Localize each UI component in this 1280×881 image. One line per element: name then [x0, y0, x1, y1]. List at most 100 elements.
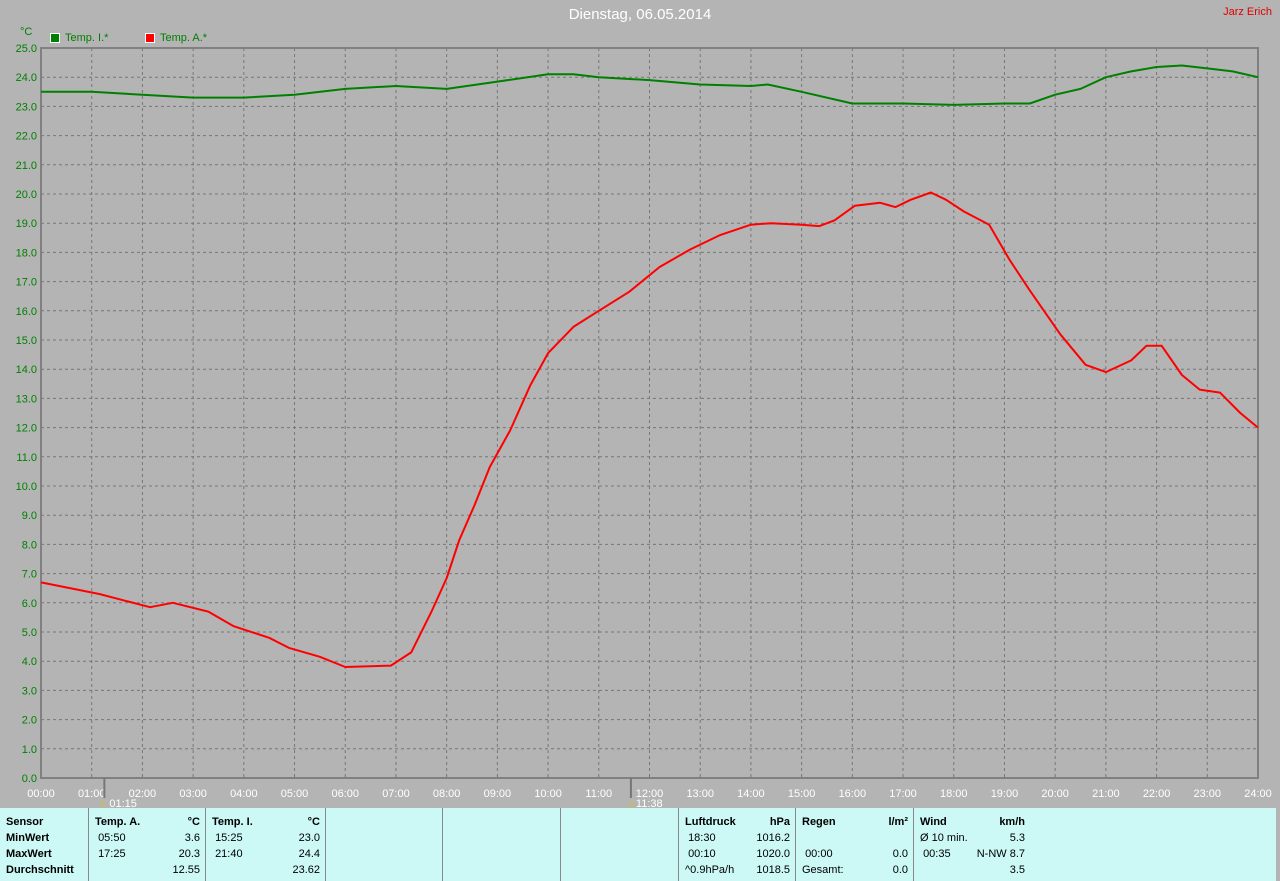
legend-temp-inside: Temp. I.*: [50, 32, 108, 44]
x-tick-label: 12:00: [636, 788, 664, 800]
y-tick-label: 2.0: [22, 715, 37, 727]
value: 3.5: [1009, 864, 1025, 876]
value: 23.62: [292, 864, 320, 876]
x-tick-label: 20:00: [1041, 788, 1069, 800]
y-tick-label: 18.0: [16, 247, 37, 259]
x-tick-label: 11:00: [585, 788, 612, 800]
unit: l/m²: [888, 816, 908, 828]
header: Temp. A.: [95, 816, 141, 828]
x-tick-label: 18:00: [940, 788, 968, 800]
author-label: Jarz Erich: [1223, 6, 1272, 18]
moon-icon: ☾: [100, 799, 109, 808]
value: 1020.0: [756, 848, 790, 860]
x-tick-label: 00:00: [27, 788, 55, 800]
time: 00:35: [923, 848, 951, 860]
y-tick-label: 4.0: [22, 656, 37, 668]
x-tick-label: 04:00: [230, 788, 258, 800]
y-tick-label: 9.0: [22, 510, 37, 522]
x-tick-label: 19:00: [991, 788, 1019, 800]
unit: °C: [187, 816, 200, 828]
y-tick-label: 15.0: [16, 335, 37, 347]
value: 3.6: [184, 832, 200, 844]
x-tick-label: 05:00: [281, 788, 309, 800]
value: 1018.5: [756, 864, 790, 876]
x-tick-label: 13:00: [686, 788, 714, 800]
x-tick-label: 09:00: [484, 788, 512, 800]
y-tick-label: 25.0: [16, 43, 37, 55]
y-tick-label: 22.0: [16, 131, 37, 143]
legend-label: Temp. I.*: [65, 32, 109, 44]
y-tick-label: 17.0: [16, 277, 37, 289]
value: 20.3: [178, 848, 200, 860]
y-tick-label: 12.0: [16, 423, 37, 435]
empty-column: [560, 808, 679, 881]
unit: °C: [307, 816, 320, 828]
time: 00:00: [805, 848, 833, 860]
chart-title: Dienstag, 06.05.2014: [568, 6, 712, 23]
y-tick-label: 23.0: [16, 101, 37, 113]
y-tick-label: 13.0: [16, 393, 37, 405]
y-tick-label: 3.0: [22, 685, 37, 697]
value: 5.3: [1009, 832, 1025, 844]
x-tick-label: 08:00: [433, 788, 461, 800]
label-sensor: Sensor: [6, 816, 44, 828]
y-tick-label: 16.0: [16, 306, 37, 318]
x-tick-label: 22:00: [1143, 788, 1171, 800]
time: 17:25: [98, 848, 126, 860]
temp-i-column: Temp. I. °C 15:25 23.0 21:40 24.4 23.62: [205, 808, 326, 881]
wind-column: Wind km/h Ø 10 min. 5.3 00:35 N-NW 8.7 3.5: [913, 808, 1031, 881]
y-tick-label: 20.0: [16, 189, 37, 201]
labels-column: Sensor MinWert MaxWert Durchschnitt: [0, 808, 88, 881]
pressure-column: Luftdruck hPa 18:30 1016.2 00:10 1020.0 ^0.…: [678, 808, 796, 881]
value: 24.4: [298, 848, 320, 860]
legend-swatch: [50, 33, 60, 43]
value: 23.0: [298, 832, 320, 844]
x-tick-label: 17:00: [889, 788, 917, 800]
avg-label: Ø 10 min.: [920, 832, 968, 844]
time: 15:25: [215, 832, 243, 844]
y-tick-label: 24.0: [16, 72, 37, 84]
marker-label: 01:15: [109, 798, 137, 808]
x-tick-label: 15:00: [788, 788, 816, 800]
total-label: Gesamt:: [802, 864, 844, 876]
y-tick-label: 8.0: [22, 539, 37, 551]
header: Luftdruck: [685, 816, 736, 828]
trend: ^0.9hPa/h: [685, 864, 735, 876]
legend-temp-outside: Temp. A.*: [145, 32, 207, 44]
y-tick-label: 5.0: [22, 627, 37, 639]
time: 05:50: [98, 832, 126, 844]
label-avg: Durchschnitt: [6, 864, 74, 876]
unit: km/h: [999, 816, 1025, 828]
y-tick-label: 19.0: [16, 218, 37, 230]
label-max: MaxWert: [6, 848, 52, 860]
label-min: MinWert: [6, 832, 50, 844]
y-tick-label: 11.0: [16, 452, 37, 464]
y-tick-label: 1.0: [22, 744, 37, 756]
x-tick-label: 10:00: [534, 788, 562, 800]
x-tick-label: 14:00: [737, 788, 765, 800]
time: 00:10: [688, 848, 716, 860]
y-tick-label: 14.0: [16, 364, 37, 376]
y-tick-label: 10.0: [16, 481, 37, 493]
x-tick-label: 06:00: [331, 788, 359, 800]
x-tick-label: 07:00: [382, 788, 410, 800]
legend-label: Temp. A.*: [160, 32, 208, 44]
x-tick-label: 23:00: [1194, 788, 1222, 800]
time: 18:30: [688, 832, 716, 844]
value: 12.55: [172, 864, 200, 876]
y-tick-label: 0.0: [22, 773, 37, 785]
value: 1016.2: [756, 832, 790, 844]
marker-label: 11:38: [636, 798, 663, 808]
x-tick-label: 21:00: [1092, 788, 1120, 800]
legend-swatch: [145, 33, 155, 43]
plot-frame: [40, 47, 1259, 779]
empty-column: [442, 808, 561, 881]
temp-a-column: Temp. A. °C 05:50 3.6 17:25 20.3 12.55: [88, 808, 206, 881]
x-tick-label: 16:00: [839, 788, 867, 800]
sun-icon: ☼: [627, 799, 636, 808]
y-tick-label: 6.0: [22, 598, 37, 610]
y-tick-label: 7.0: [22, 569, 37, 581]
statistics-table: Sensor MinWert MaxWert Durchschnitt Temp…: [0, 808, 1280, 881]
x-tick-label: 03:00: [179, 788, 207, 800]
header: Regen: [802, 816, 836, 828]
